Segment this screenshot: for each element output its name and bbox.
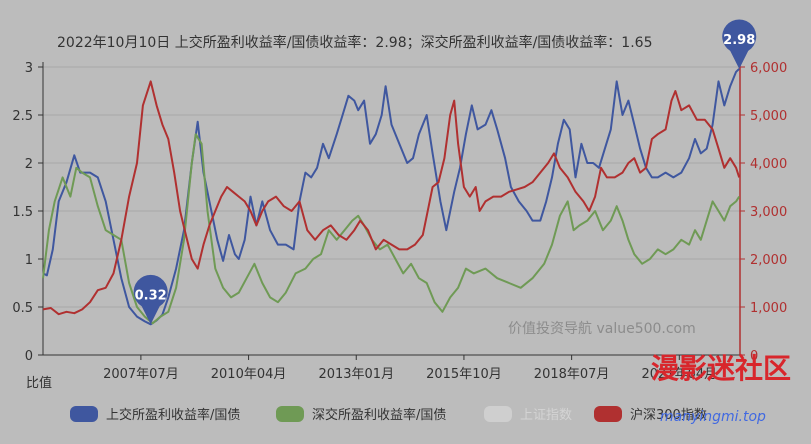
y-right-tick-label: 3,000 bbox=[750, 205, 787, 220]
x-tick-label: 2015年10月 bbox=[426, 367, 502, 382]
axes bbox=[38, 62, 745, 360]
x-tick-label: 2013年01月 bbox=[318, 367, 394, 382]
y-left-tick-labels: 0 0.5 1 1.5 2 2.5 3 bbox=[12, 61, 33, 364]
grid-lines bbox=[43, 66, 740, 308]
y-left-tick-label: 2 bbox=[25, 157, 33, 172]
y-left-tick-label: 1 bbox=[25, 253, 33, 268]
legend-label: 深交所盈利收益率/国债 bbox=[312, 407, 446, 423]
x-tick-labels: 2007年07月 2010年04月 2013年01月 2015年10月 2018年07月… bbox=[103, 367, 717, 382]
y-right-tick-labels: 0 1,000 2,000 3,000 4,000 5,000 6,000 bbox=[750, 61, 787, 364]
chart-title: 2022年10月10日 上交所盈利收益率/国债收益率：2.98；深交所盈利收益率… bbox=[57, 34, 652, 51]
series-line-2 bbox=[42, 80, 741, 316]
watermark-text: 价值投资导航 value500.com bbox=[508, 321, 696, 337]
y-left-tick-label: 2.5 bbox=[12, 109, 33, 124]
series-line-0 bbox=[42, 68, 740, 326]
series-lines bbox=[42, 68, 741, 326]
overlay-brand: 漫影迷社区 bbox=[651, 352, 791, 385]
legend-swatch bbox=[70, 406, 98, 422]
legend-item-1[interactable]: 深交所盈利收益率/国债 bbox=[276, 406, 446, 423]
y-left-tick-label: 1.5 bbox=[12, 205, 33, 220]
x-tick-label: 2021年04月 bbox=[641, 367, 717, 382]
legend-item-0[interactable]: 上交所盈利收益率/国债 bbox=[70, 406, 240, 423]
y-right-tick-label: 0 bbox=[750, 349, 758, 364]
overlay-url: manyingmi.top bbox=[660, 409, 766, 425]
marker-pin-shape bbox=[722, 19, 757, 69]
markers: 0.32 2.98 bbox=[133, 19, 757, 325]
legend-swatch bbox=[276, 406, 304, 422]
marker-pin-label: 0.32 bbox=[135, 288, 167, 303]
legend-label: 沪深300指数 bbox=[630, 407, 707, 423]
y-right-tick-label: 2,000 bbox=[750, 253, 787, 268]
y-right-tick-label: 5,000 bbox=[750, 109, 787, 124]
legend[interactable]: 上交所盈利收益率/国债 深交所盈利收益率/国债 上证指数 沪深300指数 bbox=[70, 406, 707, 423]
series-line-1 bbox=[42, 133, 741, 325]
marker-pin-label: 2.98 bbox=[723, 33, 755, 48]
y-right-tick-label: 1,000 bbox=[750, 301, 787, 316]
legend-item-3[interactable]: 沪深300指数 bbox=[594, 406, 707, 423]
legend-label: 上交所盈利收益率/国债 bbox=[106, 407, 240, 423]
y-right-tick-label: 4,000 bbox=[750, 157, 787, 172]
legend-swatch bbox=[594, 406, 622, 422]
x-tick-label: 2010年04月 bbox=[211, 367, 287, 382]
y-left-axis-label: 比值 bbox=[26, 375, 52, 391]
legend-item-2[interactable]: 上证指数 bbox=[484, 406, 572, 423]
marker-pin-shape bbox=[133, 274, 168, 325]
x-tick-label: 2018年07月 bbox=[534, 367, 610, 382]
x-tick-label: 2007年07月 bbox=[103, 367, 179, 382]
y-right-tick-label: 6,000 bbox=[750, 61, 787, 76]
marker-pin-0: 0.32 bbox=[133, 274, 168, 325]
y-left-tick-label: 3 bbox=[25, 61, 33, 76]
y-left-tick-label: 0.5 bbox=[12, 301, 33, 316]
y-left-tick-label: 0 bbox=[25, 349, 33, 364]
marker-pin-1: 2.98 bbox=[722, 19, 757, 69]
legend-label: 上证指数 bbox=[520, 408, 572, 423]
legend-swatch bbox=[484, 406, 512, 422]
